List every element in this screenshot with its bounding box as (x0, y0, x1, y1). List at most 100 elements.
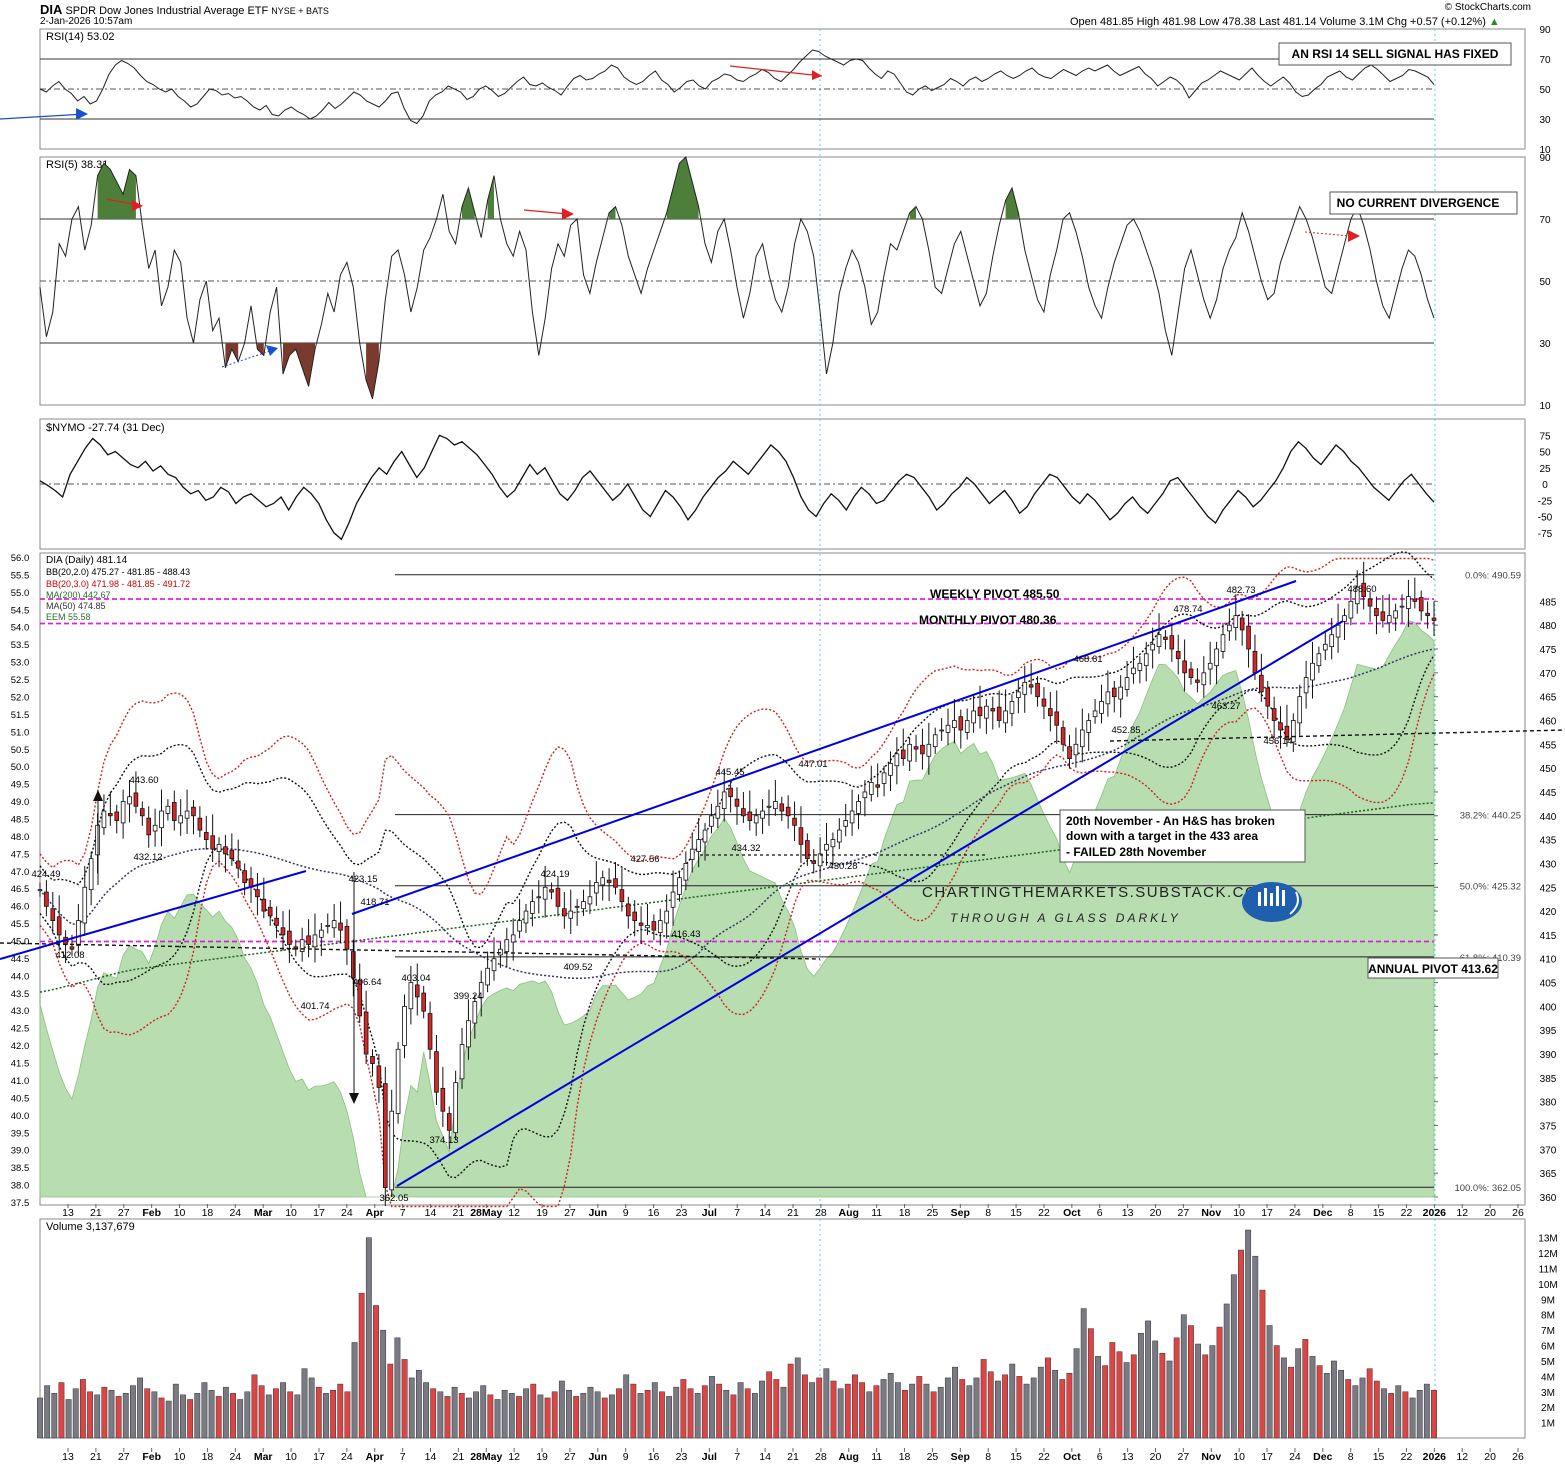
volume-bar (830, 1380, 837, 1439)
price-label: 412.08 (55, 950, 84, 961)
x-tick-label: 12 (1456, 1207, 1468, 1219)
y-tick-label: 10 (1539, 145, 1551, 156)
volume-bar (130, 1385, 136, 1439)
candle (140, 808, 145, 817)
candle (389, 1110, 395, 1191)
candle (331, 920, 337, 929)
x-tick-label: 24 (1289, 1451, 1301, 1463)
volume-bar (180, 1394, 186, 1439)
volume-bar (487, 1394, 494, 1439)
y-tick-label: 50 (1539, 448, 1551, 459)
volume-bar (816, 1377, 823, 1439)
eem-tick-label: 50.5 (11, 745, 30, 756)
candle (229, 849, 235, 860)
monthly-pivot-label: MONTHLY PIVOT 480.36 (919, 613, 1057, 627)
price-label: 403.04 (401, 973, 430, 984)
candle (191, 806, 196, 817)
panel-frames (39, 28, 1526, 1439)
candle (395, 1048, 401, 1115)
candle (459, 1044, 465, 1080)
x-tick-label: 17 (313, 1207, 325, 1219)
x-tick-label: 27 (118, 1207, 130, 1219)
candle (773, 801, 778, 810)
x-tick-label: Feb (142, 1207, 161, 1219)
eem-tick-label: 44.0 (11, 971, 30, 982)
candle (344, 925, 350, 950)
volume-bar (408, 1377, 415, 1439)
x-tick-label: 28May (470, 1207, 502, 1219)
candle (1214, 648, 1219, 667)
candle (1054, 711, 1060, 726)
eem-tick-label: 47.0 (11, 867, 30, 878)
volume-bar (208, 1389, 215, 1439)
candle (1271, 708, 1277, 721)
legend-ma200: MA(200) 442.67 (46, 590, 111, 600)
rsi5-series-line (39, 156, 1435, 399)
eem-tick-label: 43.0 (11, 1006, 30, 1017)
watermark-tagline: THROUGH A GLASS DARKLY (950, 911, 1181, 925)
x-tick-label: 21 (787, 1451, 799, 1463)
rsi14-annotation: AN RSI 14 SELL SIGNAL HAS FIXED (1292, 47, 1499, 61)
y-tick-label: 50 (1539, 85, 1551, 96)
volume-bar (859, 1382, 866, 1439)
candle (638, 922, 644, 926)
volume-bar (1159, 1353, 1166, 1439)
candle (1399, 605, 1405, 608)
timestamp: 2-Jan-2026 10:57am (40, 16, 133, 27)
volume-tick-label: 11M (1539, 1265, 1558, 1276)
candle (485, 967, 490, 986)
candle (741, 808, 746, 817)
price-label: 430.28 (828, 861, 857, 872)
price-label: 452.85 (1111, 725, 1140, 736)
volume-bar (944, 1377, 951, 1439)
fib-label: 50.0%: 425.32 (1460, 882, 1521, 893)
volume-bar (37, 1397, 43, 1439)
eem-tick-label: 38.5 (11, 1163, 30, 1174)
rsi5-overbought-fill (97, 163, 136, 219)
volume-bar (444, 1396, 451, 1439)
candle (881, 772, 887, 784)
x-tick-label: Oct (1063, 1451, 1081, 1463)
rsi14-blue-arrow (0, 113, 86, 120)
eem-area (39, 620, 1435, 1198)
candle (127, 796, 132, 805)
symbol: DIA (40, 2, 63, 17)
candle (1380, 611, 1386, 621)
y-tick-label: 75 (1539, 431, 1551, 442)
price-label: 399.24 (453, 991, 482, 1002)
volume-tick-label: 3M (1541, 1388, 1555, 1399)
volume-bar (222, 1386, 229, 1439)
measured-up-arrow (93, 790, 103, 801)
x-tick-label: 19 (536, 1207, 548, 1219)
fib-label: 100.0%: 362.05 (1454, 1183, 1521, 1194)
x-tick-label: 7 (734, 1207, 740, 1219)
candle (1418, 597, 1424, 612)
x-tick-label: 17 (1261, 1451, 1273, 1463)
volume-bar (301, 1368, 308, 1439)
hs-note-line-1: 20th November - An H&S has broken (1066, 814, 1275, 828)
price-tick-label: 430 (1540, 859, 1557, 870)
volume-bar (1109, 1342, 1116, 1439)
volume-bar (1416, 1389, 1423, 1439)
eem-tick-label: 40.0 (11, 1111, 30, 1122)
x-tick-label: 27 (1178, 1207, 1190, 1219)
candle (184, 810, 190, 819)
volume-bar (508, 1393, 515, 1439)
candle (721, 791, 727, 810)
x-tick-label: Jun (588, 1207, 607, 1219)
x-tick-label: 18 (899, 1451, 911, 1463)
candle (1092, 710, 1098, 718)
candle (536, 896, 542, 899)
x-tick-label: Jun (588, 1451, 607, 1463)
candle (696, 839, 701, 852)
price-tick-label: 390 (1540, 1050, 1557, 1061)
volume-bar (1173, 1337, 1180, 1439)
volume-bar (358, 1292, 365, 1439)
x-tick-label: 8 (1348, 1451, 1354, 1463)
volume-bar (1059, 1379, 1066, 1439)
brand: © StockCharts.com (1444, 2, 1531, 13)
candle (370, 1056, 375, 1064)
volume-bar (973, 1377, 980, 1439)
candle (587, 896, 593, 905)
annual-pivot-box (1367, 957, 1499, 979)
